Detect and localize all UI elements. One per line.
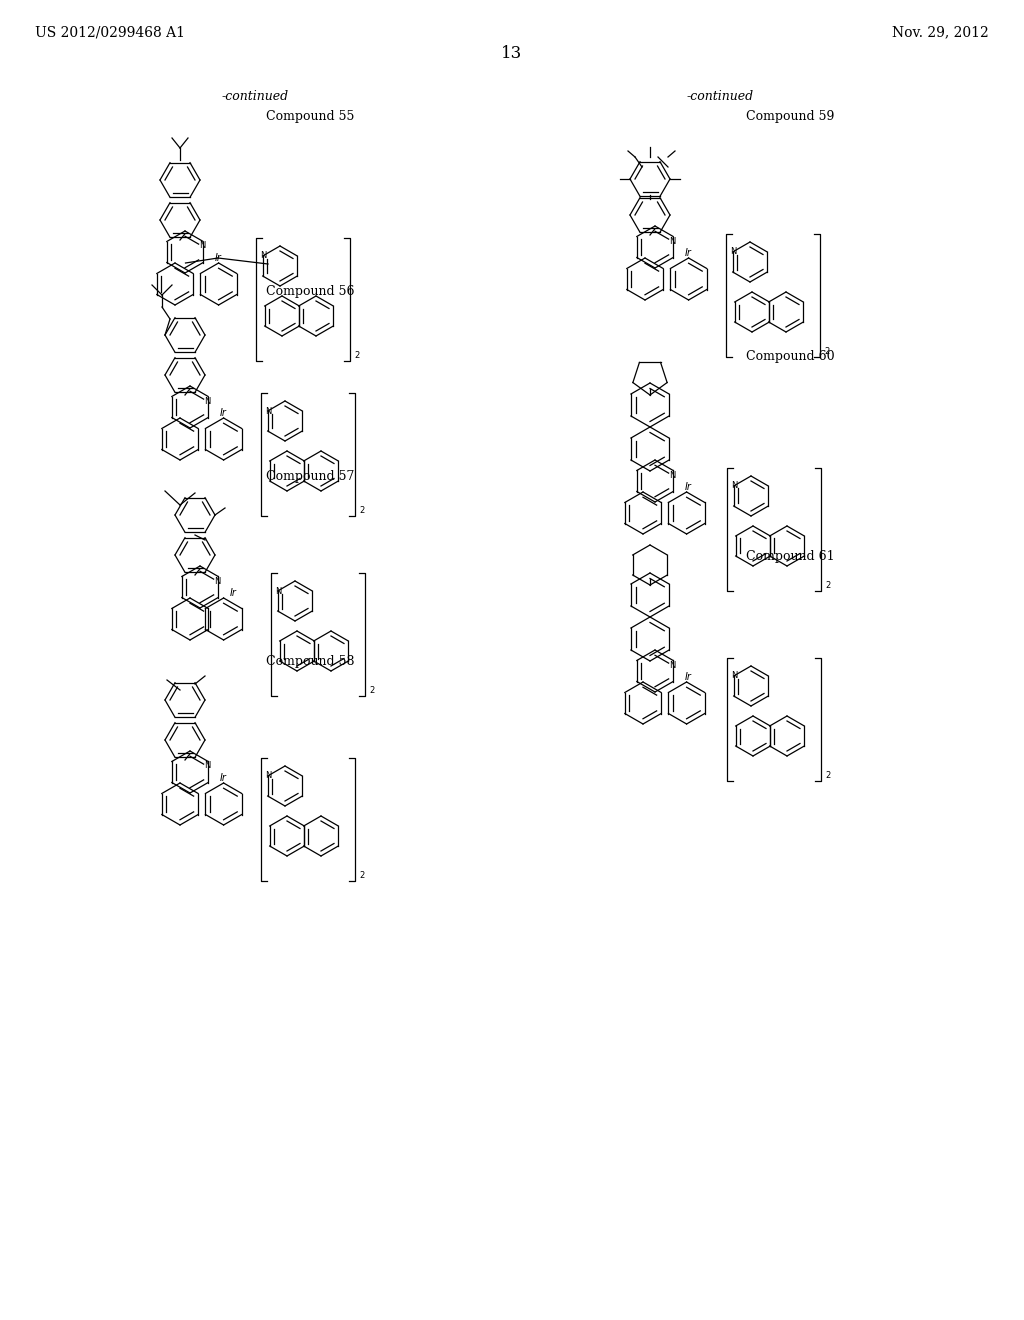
Text: 2: 2 — [369, 686, 374, 696]
Text: N: N — [260, 252, 266, 260]
Text: 2: 2 — [824, 347, 829, 356]
Text: Ir: Ir — [229, 587, 237, 598]
Text: -continued: -continued — [686, 90, 754, 103]
Text: 2: 2 — [359, 506, 365, 515]
Text: N: N — [265, 771, 271, 780]
Text: Compound 58: Compound 58 — [266, 655, 354, 668]
Text: N: N — [204, 762, 210, 771]
Text: N: N — [669, 471, 675, 480]
Text: US 2012/0299468 A1: US 2012/0299468 A1 — [35, 25, 185, 40]
Text: Ir: Ir — [685, 248, 691, 257]
Text: -continued: -continued — [221, 90, 289, 103]
Text: 2: 2 — [825, 581, 830, 590]
Text: Ir: Ir — [219, 408, 226, 418]
Text: N: N — [730, 248, 736, 256]
Text: N: N — [274, 586, 282, 595]
Text: 2: 2 — [359, 871, 365, 880]
Text: Ir: Ir — [219, 774, 226, 783]
Text: Ir: Ir — [685, 482, 691, 492]
Text: Compound 61: Compound 61 — [745, 550, 835, 564]
Text: Compound 56: Compound 56 — [266, 285, 354, 298]
Text: N: N — [204, 396, 210, 405]
Text: N: N — [669, 238, 675, 247]
Text: Ir: Ir — [215, 253, 221, 263]
Text: N: N — [214, 577, 220, 586]
Text: N: N — [731, 482, 737, 491]
Text: N: N — [669, 661, 675, 671]
Text: Compound 59: Compound 59 — [745, 110, 835, 123]
Text: 13: 13 — [502, 45, 522, 62]
Text: N: N — [199, 242, 205, 251]
Text: 2: 2 — [825, 771, 830, 780]
Text: Compound 55: Compound 55 — [266, 110, 354, 123]
Text: Compound 60: Compound 60 — [745, 350, 835, 363]
Text: Ir: Ir — [685, 672, 691, 682]
Text: N: N — [265, 407, 271, 416]
Text: Compound 57: Compound 57 — [266, 470, 354, 483]
Text: 2: 2 — [354, 351, 359, 360]
Text: N: N — [731, 672, 737, 681]
Text: Nov. 29, 2012: Nov. 29, 2012 — [892, 25, 989, 40]
